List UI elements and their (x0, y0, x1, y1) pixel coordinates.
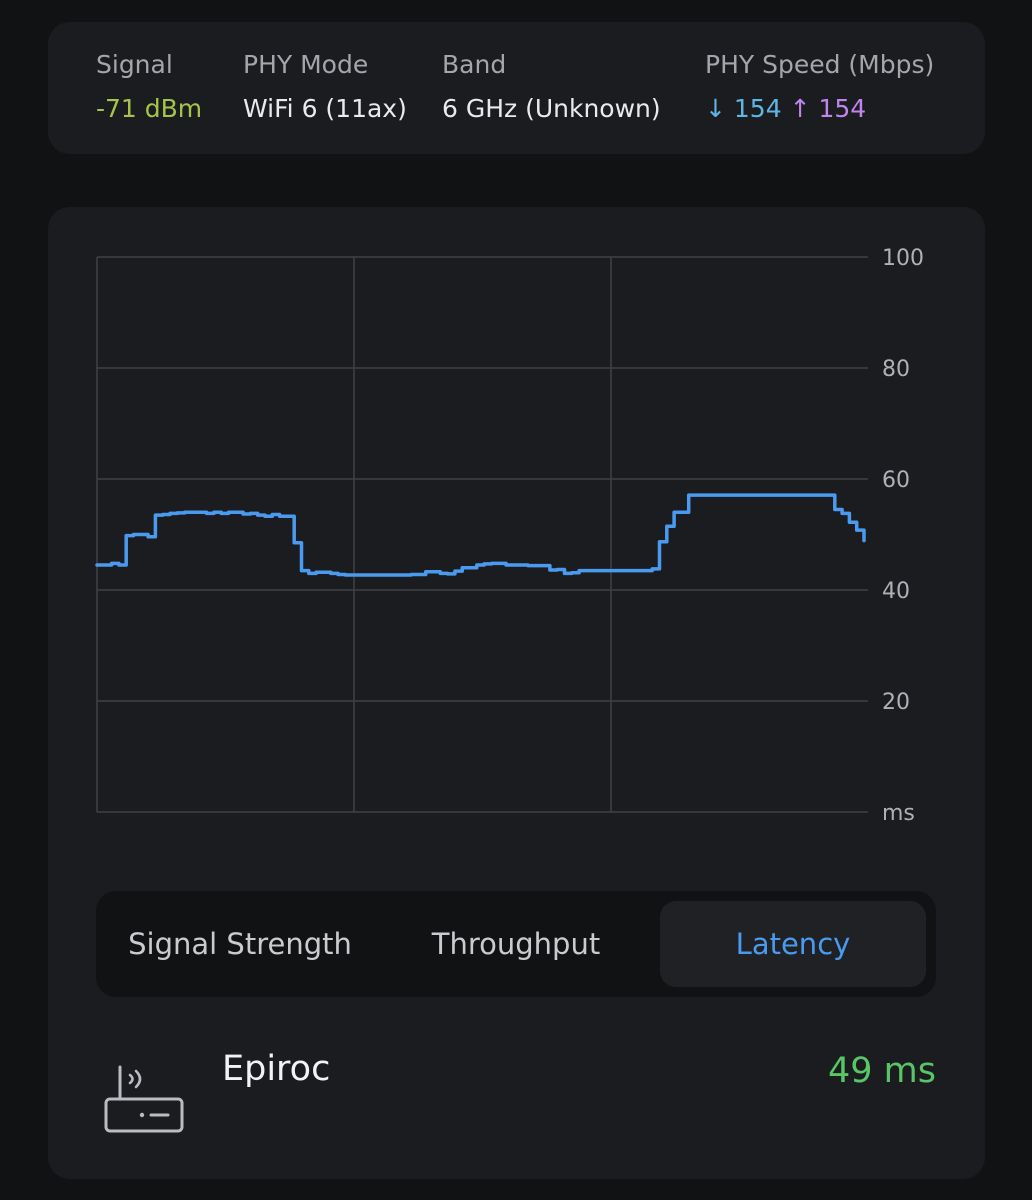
y-tick-label: 80 (882, 357, 910, 382)
upload-speed: 154 (818, 94, 867, 123)
phy-mode-value: WiFi 6 (11ax) (243, 94, 407, 123)
phy-speed-column: PHY Speed (Mbps) ↓ 154 ↑ 154 (705, 50, 934, 123)
signal-column: Signal -71 dBm (96, 50, 202, 123)
signal-label: Signal (96, 50, 173, 79)
download-speed: 154 (733, 94, 782, 123)
tab-signal-strength[interactable]: Signal Strength (128, 927, 352, 961)
latency-chart: 100 80 60 40 20 ms (95, 246, 924, 826)
y-tick-label: 20 (882, 690, 910, 715)
band-label: Band (442, 50, 507, 79)
band-value: 6 GHz (Unknown) (442, 94, 661, 123)
y-tick-label: 40 (882, 579, 910, 604)
y-tick-label: 100 (882, 246, 924, 271)
phy-speed-label: PHY Speed (Mbps) (705, 50, 935, 79)
signal-value: -71 dBm (96, 94, 203, 123)
tab-latency[interactable]: Latency (660, 901, 926, 987)
network-latency: 49 ms (828, 1051, 936, 1091)
chart-tabs: Signal Strength Throughput Latency (96, 891, 936, 997)
y-tick-label: ms (882, 801, 915, 826)
latency-series-line (95, 493, 866, 577)
y-tick-label: 60 (882, 468, 910, 493)
connection-info-card: Signal -71 dBm PHY Mode WiFi 6 (11ax) Ba… (48, 22, 985, 154)
upload-arrow-icon: ↑ (789, 94, 811, 123)
download-arrow-icon: ↓ (705, 94, 726, 123)
phy-mode-column: PHY Mode WiFi 6 (11ax) (243, 50, 407, 123)
router-icon (104, 1065, 184, 1133)
chart-card: 100 80 60 40 20 ms Signal Strength Throughput… (48, 207, 985, 1179)
network-name: Epiroc (222, 1049, 331, 1089)
band-column: Band 6 GHz (Unknown) (442, 50, 661, 123)
phy-mode-label: PHY Mode (243, 50, 369, 79)
phy-speed-value: ↓ 154 ↑ 154 (705, 94, 934, 123)
tab-throughput[interactable]: Throughput (431, 927, 601, 961)
